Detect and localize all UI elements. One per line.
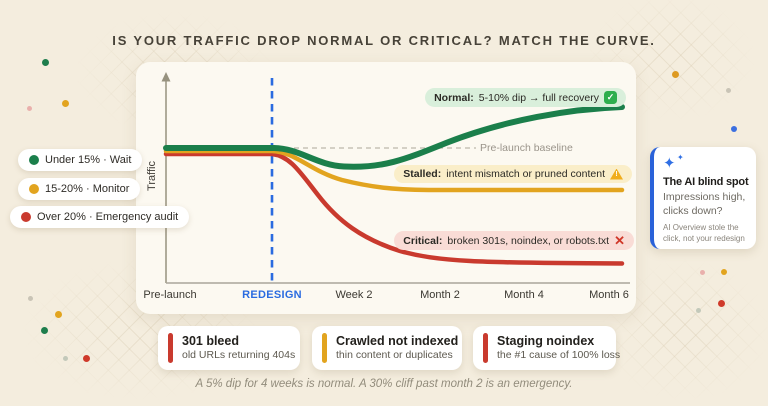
traffic-curves-chart [161,72,630,284]
badge-text: broken 301s, noindex, or robots.txt [447,234,610,247]
decor-dot [721,269,727,275]
cause-card-crawled-not-indexed: Crawled not indexed thin content or dupl… [312,326,462,370]
decor-dot [42,59,49,66]
decor-dot [672,71,679,78]
sparkle-icon: ✦ ✦ [663,153,684,172]
decor-dot [731,126,737,132]
badge-label: Normal [434,92,474,104]
decor-dot [83,355,90,362]
ai-blind-spot-card: ✦ ✦ The AI blind spot Impressions high, … [650,147,756,249]
cause-card-staging-noindex: Staging noindex the #1 cause of 100% los… [473,326,620,370]
x-tick-week2: Week 2 [335,289,373,301]
y-axis-arrow-icon [161,72,171,82]
legend-item-15-20: 15-20% · Monitor [18,178,141,200]
critical-curve [163,151,625,266]
cause-title: 301 bleed [182,333,239,348]
cross-icon: ✕ [614,233,625,248]
legend-item-under-15: Under 15% · Wait [18,149,143,171]
yellow-dot-icon [29,184,39,194]
y-axis-label: Traffic [146,161,158,191]
yellow-accent-bar [322,333,327,363]
decor-dot [27,106,32,111]
badge-text: intent mismatch or pruned content [446,168,605,180]
decor-dot [700,270,705,275]
decor-dot [62,100,69,107]
decor-dot [28,296,33,301]
cause-subtitle: old URLs returning 404s [182,349,296,362]
stalled-annotation-badge: Stalled intent mismatch or pruned conten… [394,165,632,183]
green-dot-icon [29,155,39,165]
badge-label: Critical [403,235,442,247]
cause-title: Crawled not indexed [336,333,459,348]
ai-card-subtitle: Impressions high, clicks down? [663,191,746,217]
decor-dot [718,300,725,307]
x-tick-redesign: REDESIGN [242,289,302,301]
chart-panel: Traffic Pre-launch baseline Normal 5-10%… [136,62,636,314]
stalled-curve [163,148,625,193]
decor-dot [696,308,701,313]
red-accent-bar [483,333,488,363]
legend-label: 15-20% · Monitor [45,183,130,195]
baseline-label: Pre-launch baseline [480,142,573,154]
badge-text: 5-10% dip → full recovery [478,91,599,104]
legend-label: Over 20% · Emergency audit [37,211,179,223]
ai-card-title: The AI blind spot [663,176,749,188]
cause-subtitle: the #1 cause of 100% loss [497,349,621,362]
normal-curve [163,104,625,170]
warning-icon: ! [610,168,623,180]
footer-caption: A 5% dip for 4 weeks is normal. A 30% cl… [195,378,573,390]
page-title: IS YOUR TRAFFIC DROP NORMAL OR CRITICAL?… [112,33,656,48]
red-dot-icon [21,212,31,222]
red-accent-bar [168,333,173,363]
decor-dot [41,327,48,334]
cause-card-301-bleed: 301 bleed old URLs returning 404s [158,326,300,370]
legend-item-over-20: Over 20% · Emergency audit [10,206,190,228]
cause-subtitle: thin content or duplicates [336,349,453,362]
legend-label: Under 15% · Wait [45,154,132,166]
badge-label: Stalled [403,168,441,180]
decor-dot [726,88,731,93]
ai-card-body: AI Overview stole the click, not your re… [663,223,745,244]
decor-dot [55,311,62,318]
cause-title: Staging noindex [497,333,595,348]
x-tick-month4: Month 4 [504,289,544,301]
check-icon: ✓ [604,91,617,104]
x-tick-month6: Month 6 [589,289,629,301]
critical-annotation-badge: Critical broken 301s, noindex, or robots… [394,231,634,250]
x-tick-prelaunch: Pre-launch [143,289,197,301]
x-tick-month2: Month 2 [420,289,460,301]
decor-dot [63,356,68,361]
normal-annotation-badge: Normal 5-10% dip → full recovery ✓ [425,88,626,107]
